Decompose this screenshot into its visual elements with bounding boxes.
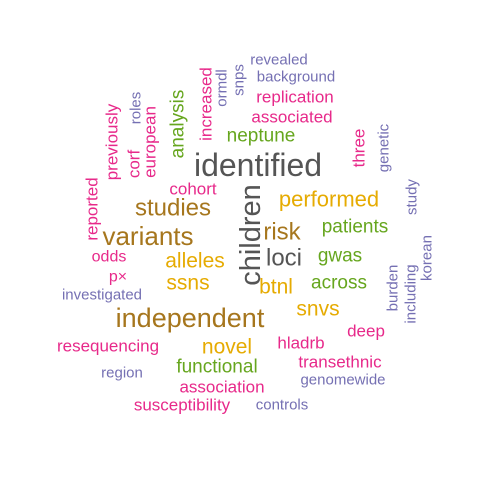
word-7: loci (266, 245, 302, 272)
word-12: snvs (296, 298, 339, 321)
word-21: replication (256, 88, 334, 107)
word-17: neptune (227, 126, 296, 147)
word-29: p× (109, 269, 127, 286)
word-40: snps (231, 64, 248, 96)
word-30: resequencing (57, 337, 159, 356)
word-33: transethnic (298, 353, 382, 372)
word-31: hladrb (277, 334, 324, 353)
word-8: performed (279, 187, 379, 212)
word-1: identified (194, 147, 322, 183)
word-36: three (350, 129, 369, 168)
word-35: susceptibility (134, 396, 231, 415)
word-32: deep (347, 322, 385, 341)
word-47: investigated (62, 287, 142, 304)
word-24: european (141, 106, 160, 178)
word-22: increased (197, 67, 216, 141)
word-16: across (311, 273, 367, 294)
word-26: previously (103, 103, 122, 180)
word-4: variants (102, 221, 193, 251)
word-23: cohort (169, 180, 217, 199)
word-25: corf (125, 150, 144, 179)
word-3: independent (116, 303, 265, 333)
word-39: ormdl (214, 69, 231, 107)
word-43: study (404, 179, 421, 215)
word-9: alleles (165, 250, 225, 273)
word-50: controls (256, 397, 309, 414)
word-49: genomewide (300, 372, 385, 389)
word-38: background (257, 69, 335, 86)
word-45: including (403, 264, 420, 323)
word-44: korean (419, 235, 436, 281)
word-15: gwas (318, 246, 362, 267)
word-34: association (179, 378, 264, 397)
word-27: reported (83, 177, 102, 240)
word-13: novel (202, 336, 252, 359)
word-2: children (235, 184, 267, 286)
word-46: burden (385, 265, 402, 312)
word-10: ssns (166, 272, 209, 295)
word-6: risk (263, 219, 301, 246)
word-11: btnl (259, 276, 293, 299)
word-5: studies (135, 195, 211, 222)
word-19: functional (176, 357, 257, 378)
word-14: patients (322, 217, 389, 238)
word-28: odds (92, 249, 127, 266)
word-20: associated (251, 108, 332, 127)
word-18: analysis (168, 90, 189, 159)
word-42: genetic (376, 123, 393, 172)
word-48: region (101, 365, 143, 382)
word-41: roles (128, 92, 145, 125)
word-37: revealed (250, 52, 308, 69)
